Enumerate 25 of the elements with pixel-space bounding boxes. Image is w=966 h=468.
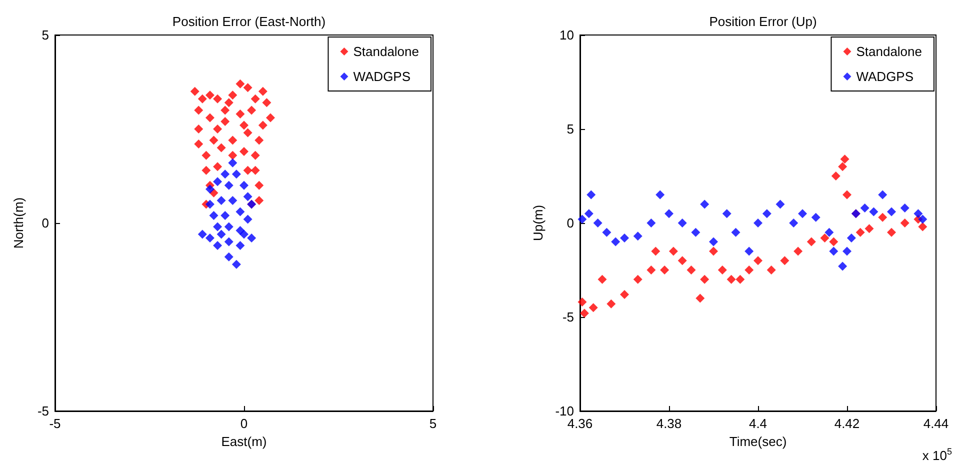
legend-label: Standalone [353,44,419,59]
y-tick-label: 10 [560,28,574,42]
y-tick-label: 5 [42,28,49,42]
x-tick-label: 0 [240,416,248,431]
y-tick-label: 0 [42,216,49,230]
legend-label: WADGPS [353,69,411,84]
x-tick-label: 4.42 [834,416,860,431]
chart-title: Position Error (Up) [709,14,817,29]
chart-title: Position Error (East-North) [172,14,326,29]
y-tick-label: -5 [562,310,574,324]
x-tick-label: 4.38 [656,416,682,431]
y-tick-label: -10 [555,404,574,418]
x-axis-title: Time(sec) [729,434,787,449]
x-tick-label: 4.44 [923,416,949,431]
y-tick-label: 5 [566,122,574,136]
x-axis-title: East(m) [221,434,267,449]
legend-label: WADGPS [856,69,914,84]
legend-label: Standalone [856,44,922,59]
y-axis-title: Up(m) [530,204,546,242]
x-tick-label: 5 [429,416,437,431]
y-axis-title: North(m) [11,197,26,249]
x-tick-label: 4.36 [567,416,593,431]
x-tick-label: 4.4 [748,416,768,431]
y-tick-label: 0 [566,216,574,230]
y-tick-label: -5 [37,404,49,418]
